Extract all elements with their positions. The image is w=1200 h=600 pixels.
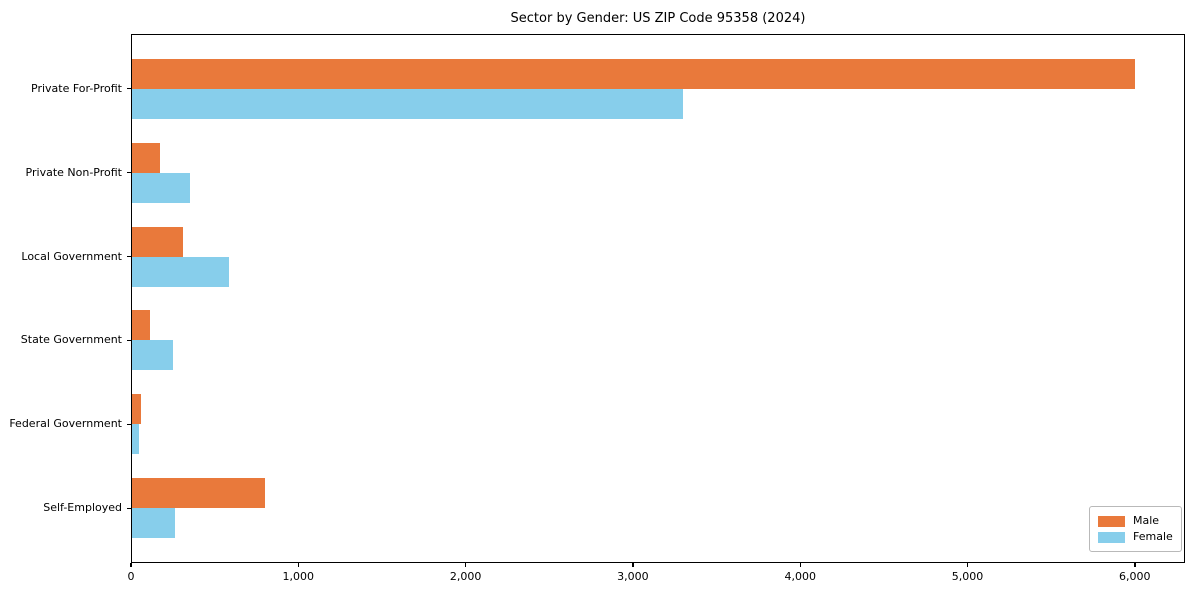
chart-title: Sector by Gender: US ZIP Code 95358 (202… bbox=[510, 11, 806, 26]
x-tick-label-3000: 3,000 bbox=[617, 570, 649, 583]
legend: Male Female bbox=[1089, 506, 1182, 552]
bar-male-local-government bbox=[131, 226, 183, 257]
y-axis-label-state-government: State Government bbox=[20, 333, 122, 347]
y-axis-label-federal-government: Federal Government bbox=[9, 417, 122, 431]
x-tick-label-0: 0 bbox=[127, 570, 135, 583]
x-tick-label-5000: 5,000 bbox=[951, 570, 984, 583]
x-tick-label-6000: 6,000 bbox=[1119, 570, 1151, 583]
x-tick-3000 bbox=[632, 563, 634, 567]
legend-swatch-male bbox=[1098, 515, 1125, 527]
y-axis-label-self-employed: Self-Employed bbox=[43, 501, 122, 515]
bar-male-self-employed bbox=[131, 478, 265, 509]
bar-female-self-employed bbox=[131, 508, 176, 539]
legend-label-female: Female bbox=[1133, 530, 1173, 543]
x-tick-2000 bbox=[464, 563, 467, 567]
bar-male-private-for-profit bbox=[131, 58, 1135, 89]
legend-label-male: Male bbox=[1133, 514, 1160, 527]
y-tick-federal-government bbox=[127, 423, 131, 425]
y-axis-label-local-government: Local Government bbox=[21, 249, 122, 263]
y-tick-private-for-profit bbox=[127, 88, 131, 90]
y-tick-local-government bbox=[127, 255, 131, 258]
x-tick-0 bbox=[130, 563, 132, 567]
x-tick-label-2000: 2,000 bbox=[449, 570, 482, 583]
legend-swatch-female bbox=[1098, 531, 1125, 543]
y-tick-private-non-profit bbox=[127, 171, 131, 174]
x-tick-1000 bbox=[297, 563, 299, 567]
bar-female-federal-government bbox=[131, 424, 139, 455]
bar-male-state-government bbox=[131, 310, 151, 341]
y-axis-label-private-for-profit: Private For-Profit bbox=[31, 81, 122, 95]
y-axis-label-private-non-profit: Private Non-Profit bbox=[25, 165, 122, 179]
bar-female-local-government bbox=[131, 256, 229, 287]
bar-female-state-government bbox=[131, 340, 173, 371]
x-tick-4000 bbox=[799, 563, 801, 567]
x-tick-6000 bbox=[1134, 563, 1136, 567]
y-tick-self-employed bbox=[127, 507, 131, 509]
y-tick-state-government bbox=[127, 339, 131, 342]
x-tick-label-1000: 1,000 bbox=[282, 570, 315, 583]
bar-female-private-for-profit bbox=[131, 88, 684, 119]
legend-item-female: Female bbox=[1098, 529, 1181, 545]
x-tick-5000 bbox=[966, 563, 969, 567]
bar-male-private-non-profit bbox=[131, 142, 161, 173]
bar-female-private-non-profit bbox=[131, 172, 191, 203]
x-tick-label-4000: 4,000 bbox=[784, 570, 816, 583]
legend-item-male: Male bbox=[1098, 513, 1181, 529]
bar-male-federal-government bbox=[131, 394, 142, 425]
plot-area: Male Female bbox=[131, 34, 1185, 563]
